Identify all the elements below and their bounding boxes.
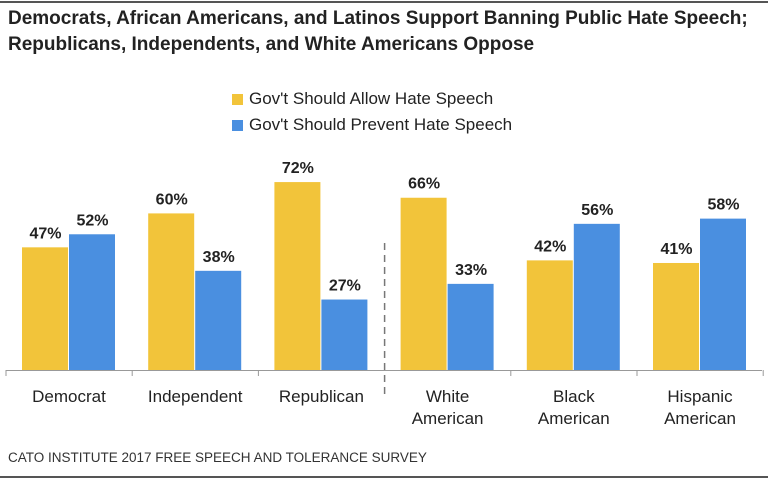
legend-swatch-allow [232, 93, 243, 105]
data-label: 41% [660, 241, 692, 258]
x-tick-label: American [664, 409, 736, 428]
data-label: 38% [203, 249, 235, 266]
data-label: 47% [29, 225, 61, 242]
legend-label-allow: Gov't Should Allow Hate Speech [249, 89, 494, 108]
data-label: 60% [156, 191, 188, 208]
bottom-rule [0, 476, 768, 478]
x-tick-label: American [412, 409, 484, 428]
bar-prevent [321, 299, 368, 370]
bar-prevent [447, 283, 494, 370]
bar-prevent [195, 270, 242, 370]
chart-title: Democrats, African Americans, and Latino… [8, 8, 748, 55]
bar-prevent [573, 223, 620, 370]
x-tick-label: Republican [279, 387, 364, 406]
legend-item-prevent: Gov't Should Prevent Hate Speech [232, 115, 512, 135]
bar-prevent [69, 234, 115, 370]
source-note: CATO INSTITUTE 2017 FREE SPEECH AND TOLE… [8, 450, 427, 465]
x-tick-label: White [426, 387, 469, 406]
x-tick-label: Democrat [32, 387, 106, 406]
bar-allow [653, 262, 699, 370]
data-label: 33% [455, 262, 487, 279]
data-label: 52% [76, 212, 108, 229]
data-label: 42% [534, 238, 566, 255]
top-rule [0, 1, 768, 3]
bar-allow [148, 213, 195, 370]
legend-label-prevent: Gov't Should Prevent Hate Speech [249, 115, 513, 134]
bar-allow [274, 182, 321, 370]
x-tick-label: American [538, 409, 610, 428]
legend-swatch-prevent [232, 119, 243, 131]
data-label: 27% [329, 278, 361, 295]
data-label: 56% [581, 202, 613, 219]
data-label: 66% [408, 176, 440, 193]
data-label: 58% [707, 197, 739, 214]
x-tick-label: Hispanic [667, 387, 733, 406]
data-label: 72% [282, 160, 314, 177]
bar-allow [22, 247, 68, 370]
bar-prevent [700, 218, 746, 370]
bar-allow [526, 260, 573, 370]
legend-item-allow: Gov't Should Allow Hate Speech [232, 89, 493, 109]
x-tick-label: Black [553, 387, 595, 406]
bar-allow [400, 197, 447, 370]
x-tick-label: Independent [148, 387, 243, 406]
